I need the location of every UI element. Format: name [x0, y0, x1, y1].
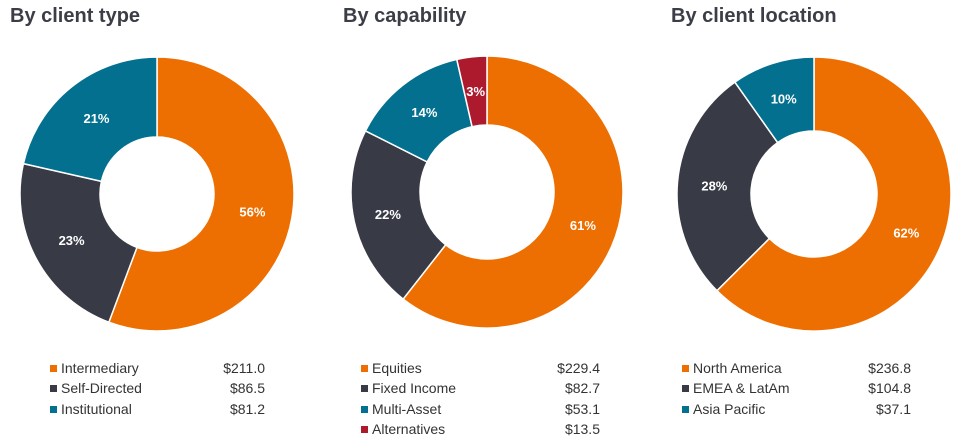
legend-item: EMEA & LatAm $104.8 [682, 378, 911, 398]
legend-value: $82.7 [564, 380, 600, 397]
legend-item: Self-Directed $86.5 [50, 378, 265, 398]
chart-title: By client location [671, 5, 837, 27]
legend-value: $37.1 [875, 400, 911, 417]
legend: Intermediary $211.0 Self-Directed $86.5 … [50, 358, 265, 419]
donut-slice-self-directed [19, 162, 138, 324]
legend-value: $53.1 [564, 400, 600, 417]
donut-slice-alternatives [455, 55, 488, 128]
legend-label: Alternatives [372, 420, 446, 437]
legend-label: EMEA & LatAm [693, 380, 790, 397]
slice-percent-label: 56% [239, 204, 265, 219]
legend-label: Institutional [61, 400, 132, 417]
legend-swatch [50, 405, 57, 413]
slice-percent-label: 21% [83, 111, 109, 126]
slice-percent-label: 3% [466, 84, 485, 99]
legend-label: Asia Pacific [693, 400, 766, 417]
legend-item: Asia Pacific $37.1 [682, 399, 911, 419]
slice-percent-label: 14% [411, 105, 437, 120]
slice-percent-label: 62% [893, 225, 919, 240]
legend-label: Multi-Asset [372, 400, 442, 417]
legend-value: $211.0 [223, 360, 265, 376]
donut-slice-equities [402, 55, 624, 329]
legend-value: $236.8 [868, 360, 911, 376]
legend-value: $229.4 [557, 360, 600, 376]
legend-value: $81.2 [229, 400, 265, 417]
legend-item: Alternatives $13.5 [361, 419, 600, 439]
legend: Equities $229.4 Fixed Income $82.7 Multi… [361, 358, 600, 439]
donut-slice-intermediary [107, 56, 295, 332]
legend-label: Equities [372, 360, 422, 376]
donut-chart-capability: 61% 22% 14% 3% [350, 55, 624, 329]
legend-swatch [361, 385, 368, 393]
legend-label: North America [693, 360, 782, 376]
legend-item: Equities $229.4 [361, 358, 600, 378]
slice-percent-label: 61% [570, 218, 596, 233]
donut-slice-fixed-income [350, 129, 447, 301]
legend-swatch [361, 425, 368, 433]
donut-slice-north-america [715, 56, 952, 332]
slice-percent-label: 28% [701, 178, 727, 193]
legend-item: North America $236.8 [682, 358, 911, 378]
legend-swatch [682, 385, 689, 393]
legend-label: Fixed Income [372, 380, 457, 397]
legend-value: $86.5 [229, 380, 265, 397]
slice-percent-label: 22% [375, 207, 401, 222]
chart-title: By capability [343, 5, 467, 27]
donut-slice-asia-pacific [733, 56, 815, 144]
legend-swatch [50, 365, 57, 372]
slice-percent-label: 23% [59, 233, 85, 248]
legend-swatch [682, 405, 689, 413]
chart-title: By client type [10, 5, 141, 27]
legend-item: Fixed Income $82.7 [361, 378, 600, 398]
legend-swatch [50, 385, 57, 393]
legend-item: Institutional $81.2 [50, 399, 265, 419]
chart-panel-client-type: By client type 56% 23% 21% Intermediary $2… [0, 0, 320, 445]
legend-swatch [682, 365, 689, 372]
slice-percent-label: 10% [771, 92, 797, 107]
chart-panel-capability: By capability 61% 22% 14% 3% Equities $229.… [333, 0, 653, 445]
legend-item: Multi-Asset $53.1 [361, 399, 600, 419]
chart-panel-client-location: By client location 62% 28% 10% North Ameri… [661, 0, 963, 445]
legend-value: $13.5 [564, 420, 600, 437]
legend-label: Intermediary [61, 360, 139, 376]
legend-swatch [361, 405, 368, 413]
legend-label: Self-Directed [61, 380, 142, 397]
legend-item: Intermediary $211.0 [50, 358, 265, 378]
donut-chart-client-type: 56% 23% 21% [19, 56, 295, 332]
donut-slice-emea-latam [676, 81, 779, 292]
legend-value: $104.8 [868, 380, 911, 397]
donut-slice-institutional [22, 56, 158, 183]
donut-chart-client-location: 62% 28% 10% [676, 56, 952, 332]
legend-swatch [361, 365, 368, 372]
legend: North America $236.8 EMEA & LatAm $104.8… [682, 358, 911, 419]
